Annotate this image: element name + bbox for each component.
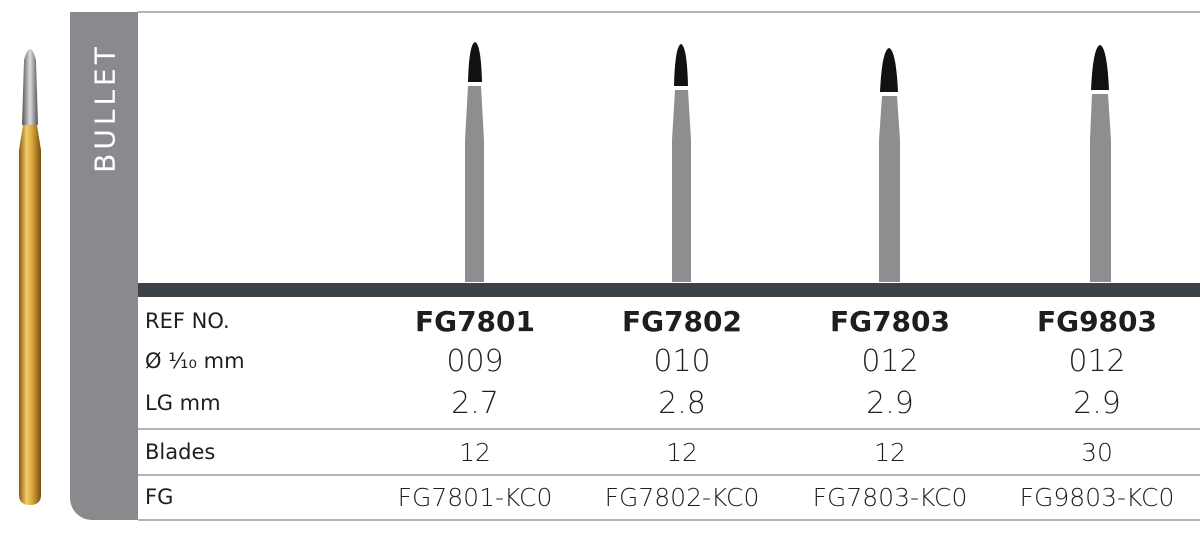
table-cell: 009 xyxy=(446,343,504,379)
category-tab xyxy=(70,12,138,520)
bur-images xyxy=(465,42,1111,282)
row-label: LG mm xyxy=(145,391,221,415)
row-rule xyxy=(138,474,1200,476)
row-label: REF NO. xyxy=(145,309,230,333)
table-cell: 2.9 xyxy=(1073,385,1121,421)
table-cell: FG7801-KC0 xyxy=(397,482,553,512)
table-cell: 2.8 xyxy=(658,385,706,421)
ref-number: FG7802 xyxy=(621,304,743,338)
ref-number: FG7801 xyxy=(414,304,536,338)
table-cell: 010 xyxy=(653,343,711,379)
row-rule xyxy=(138,519,1200,521)
row-label: Ø ¹⁄₁₀ mm xyxy=(145,349,245,373)
ref-number: FG7803 xyxy=(829,304,951,338)
table-cell: FG9803-KC0 xyxy=(1019,482,1175,512)
table-cell: FG7803-KC0 xyxy=(812,482,968,512)
row-rule xyxy=(138,428,1200,430)
table-cell: 012 xyxy=(1068,343,1126,379)
table-cell: 12 xyxy=(666,437,698,467)
row-label: FG xyxy=(145,485,174,509)
category-label: BULLET xyxy=(88,43,122,173)
table-cell: 012 xyxy=(861,343,919,379)
gold-bur xyxy=(19,49,41,505)
table-cell: 2.9 xyxy=(866,385,914,421)
table-cell: FG7802-KC0 xyxy=(604,482,760,512)
table-cell: 30 xyxy=(1081,437,1113,467)
ref-number: FG9803 xyxy=(1036,304,1158,338)
row-label: Blades xyxy=(145,440,216,464)
dark-band xyxy=(138,283,1200,297)
table-cell: 12 xyxy=(874,437,906,467)
table-cell: 12 xyxy=(459,437,491,467)
table-cell: 2.7 xyxy=(451,385,499,421)
